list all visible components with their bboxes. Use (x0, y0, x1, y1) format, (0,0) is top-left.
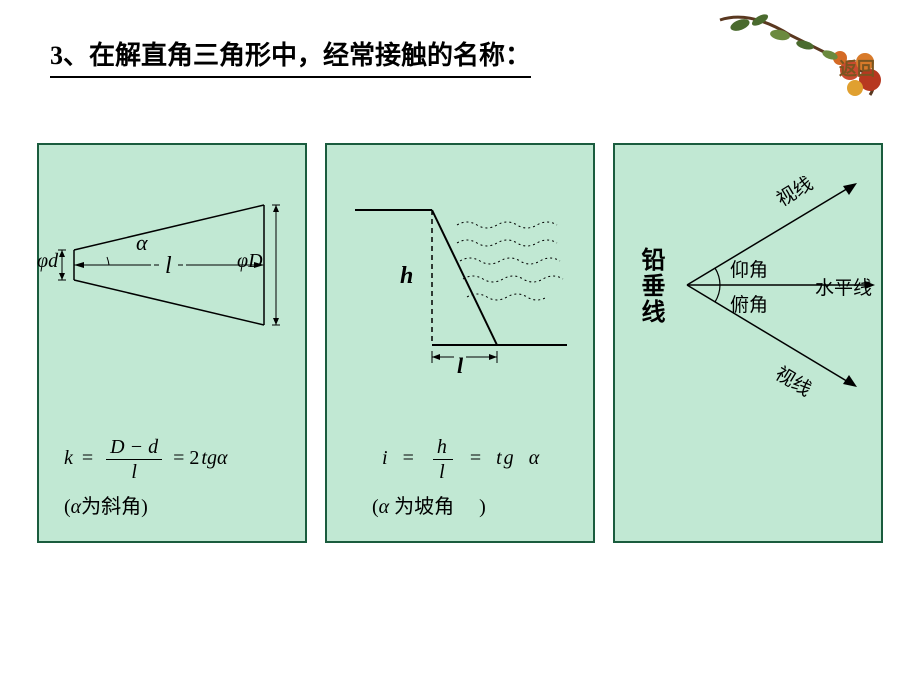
panel-taper: α φd φD l k = D − d l = 2tgα (α为斜角) (37, 143, 307, 543)
vertical-line-label: 铅垂线 (633, 247, 668, 325)
h-label: h (400, 263, 413, 290)
slope-formula: i = h l = tg α (382, 435, 541, 484)
panels-row: α φd φD l k = D − d l = 2tgα (α为斜角) (0, 98, 920, 543)
slope-figure (337, 175, 587, 375)
l-label-2: l (454, 353, 466, 379)
alpha-label: α (136, 230, 148, 256)
taper-formula: k = D − d l = 2tgα (64, 435, 227, 484)
phi-D-label: φD (237, 250, 263, 273)
page-title: 3、在解直角三角形中，经常接触的名称： (50, 35, 531, 78)
panel-angles: 铅垂线 视线 视线 水平线 仰角 俯角 (613, 143, 883, 543)
return-label[interactable]: 返回 (839, 55, 875, 81)
slope-caption: (α 为坡角) (372, 490, 486, 519)
elevation-label: 仰角 (730, 255, 768, 282)
flower-decoration: 返回 (710, 0, 910, 120)
horizontal-label: 水平线 (815, 273, 872, 300)
panel-slope: h l i = h l = tg α (α 为坡角) (325, 143, 595, 543)
taper-caption: (α为斜角) (64, 490, 148, 519)
l-label-1: l (159, 253, 178, 280)
depression-label: 俯角 (730, 290, 768, 317)
phi-d-label: φd (37, 250, 58, 273)
